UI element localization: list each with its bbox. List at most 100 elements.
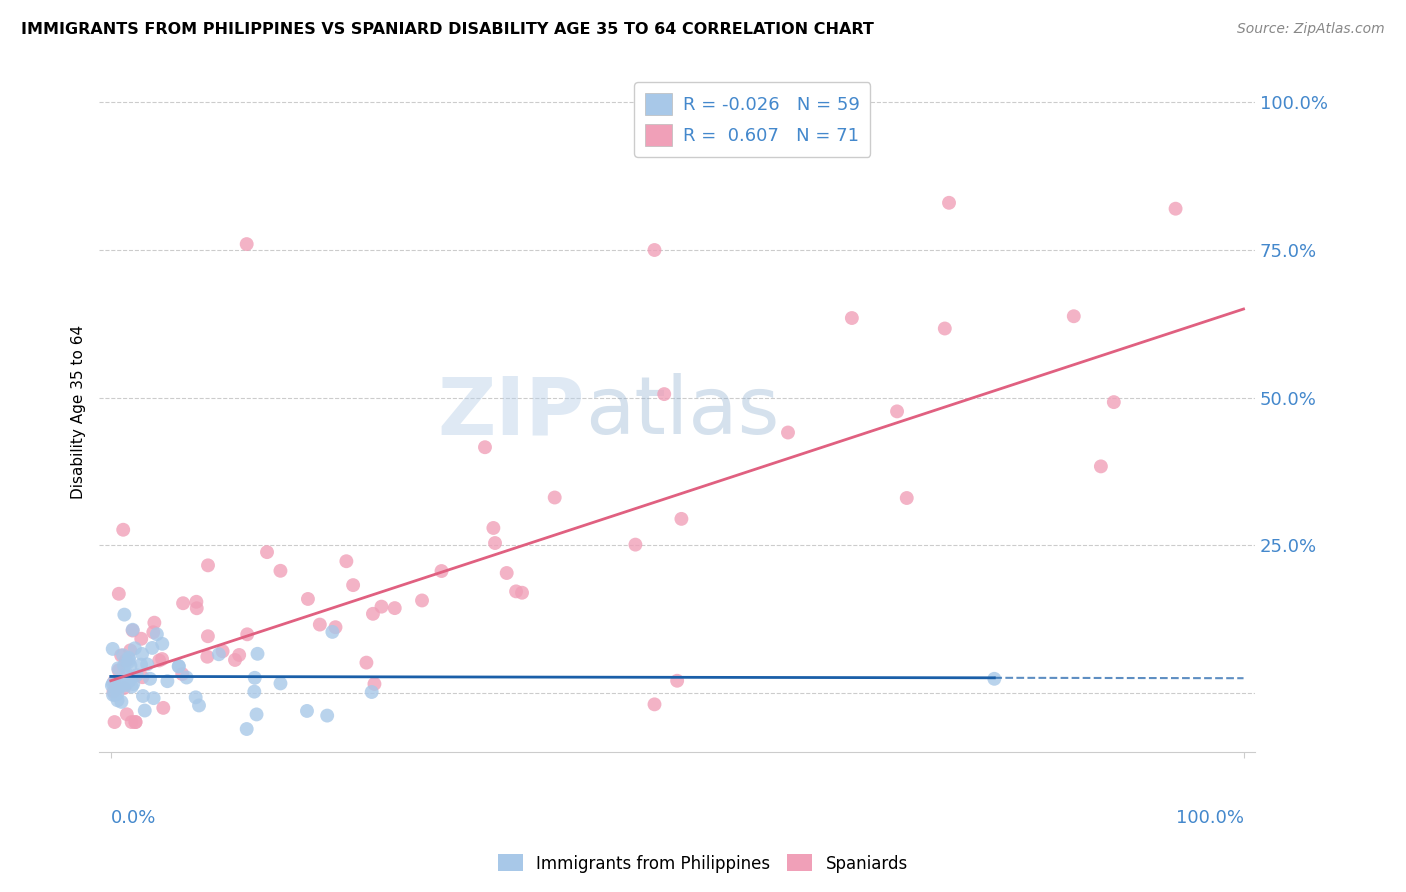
Legend: Immigrants from Philippines, Spaniards: Immigrants from Philippines, Spaniards bbox=[492, 847, 914, 880]
Point bbox=[101, 679, 124, 693]
Point bbox=[186, 595, 208, 609]
Point bbox=[118, 652, 141, 666]
Point bbox=[243, 684, 266, 698]
Point bbox=[211, 644, 233, 658]
Point bbox=[107, 693, 129, 707]
Point bbox=[121, 624, 143, 638]
Point bbox=[112, 658, 135, 673]
Point bbox=[321, 624, 343, 639]
Point bbox=[316, 708, 339, 723]
Point bbox=[110, 648, 132, 663]
Point bbox=[896, 491, 918, 505]
Point bbox=[141, 640, 163, 655]
Point bbox=[363, 677, 385, 691]
Point bbox=[148, 653, 170, 667]
Point bbox=[112, 679, 135, 693]
Point bbox=[101, 641, 124, 656]
Point bbox=[134, 704, 156, 718]
Point bbox=[370, 599, 392, 614]
Point bbox=[224, 653, 246, 667]
Text: 100.0%: 100.0% bbox=[1175, 809, 1243, 827]
Point bbox=[167, 659, 190, 673]
Point bbox=[122, 677, 145, 691]
Point bbox=[544, 491, 567, 505]
Point bbox=[484, 536, 506, 550]
Point bbox=[112, 523, 135, 537]
Point bbox=[117, 675, 139, 690]
Point bbox=[132, 689, 155, 703]
Point bbox=[125, 668, 148, 682]
Point bbox=[297, 591, 319, 606]
Point bbox=[107, 663, 129, 677]
Point bbox=[108, 587, 131, 601]
Point bbox=[121, 714, 143, 729]
Point bbox=[474, 440, 496, 454]
Point bbox=[103, 714, 125, 729]
Point bbox=[342, 578, 364, 592]
Point bbox=[172, 667, 194, 681]
Point bbox=[131, 647, 153, 661]
Point bbox=[510, 585, 533, 599]
Point bbox=[124, 714, 146, 729]
Point bbox=[886, 404, 908, 418]
Point bbox=[325, 620, 347, 634]
Point bbox=[384, 601, 406, 615]
Point bbox=[505, 584, 527, 599]
Point bbox=[152, 701, 174, 715]
Point bbox=[139, 672, 162, 686]
Point bbox=[129, 632, 152, 646]
Point bbox=[105, 687, 128, 701]
Point bbox=[671, 512, 693, 526]
Point bbox=[143, 615, 166, 630]
Point bbox=[482, 521, 505, 535]
Point bbox=[938, 195, 960, 210]
Point bbox=[360, 685, 382, 699]
Point bbox=[236, 627, 259, 641]
Point bbox=[104, 688, 127, 702]
Point bbox=[295, 704, 318, 718]
Point bbox=[176, 671, 198, 685]
Point bbox=[150, 637, 173, 651]
Point bbox=[142, 691, 165, 706]
Point bbox=[156, 674, 179, 689]
Text: IMMIGRANTS FROM PHILIPPINES VS SPANIARD DISABILITY AGE 35 TO 64 CORRELATION CHAR: IMMIGRANTS FROM PHILIPPINES VS SPANIARD … bbox=[21, 22, 875, 37]
Point bbox=[117, 650, 139, 665]
Point bbox=[129, 657, 152, 672]
Point bbox=[110, 695, 132, 709]
Legend: R = -0.026   N = 59, R =  0.607   N = 71: R = -0.026 N = 59, R = 0.607 N = 71 bbox=[634, 82, 870, 157]
Point bbox=[101, 688, 124, 702]
Text: Source: ZipAtlas.com: Source: ZipAtlas.com bbox=[1237, 22, 1385, 37]
Point bbox=[256, 545, 278, 559]
Point bbox=[361, 607, 384, 621]
Point bbox=[112, 681, 135, 695]
Point bbox=[124, 714, 146, 729]
Point bbox=[208, 647, 231, 661]
Point bbox=[652, 387, 675, 401]
Point bbox=[308, 617, 330, 632]
Point bbox=[108, 679, 131, 693]
Point bbox=[115, 667, 138, 681]
Point bbox=[1090, 459, 1112, 474]
Point bbox=[120, 671, 142, 685]
Point bbox=[112, 673, 135, 688]
Point bbox=[186, 601, 208, 615]
Point bbox=[1063, 310, 1085, 324]
Point bbox=[131, 670, 153, 684]
Point bbox=[124, 641, 146, 656]
Point bbox=[107, 661, 129, 675]
Point bbox=[108, 678, 131, 692]
Point bbox=[142, 625, 165, 640]
Point bbox=[430, 564, 453, 578]
Y-axis label: Disability Age 35 to 64: Disability Age 35 to 64 bbox=[72, 326, 86, 500]
Point bbox=[188, 698, 211, 713]
Point bbox=[120, 659, 142, 673]
Point bbox=[103, 684, 125, 698]
Point bbox=[934, 321, 956, 335]
Point bbox=[411, 593, 433, 607]
Point bbox=[235, 237, 257, 252]
Point bbox=[335, 554, 357, 568]
Point bbox=[195, 649, 218, 664]
Point bbox=[983, 672, 1005, 686]
Text: atlas: atlas bbox=[585, 373, 779, 451]
Point bbox=[269, 676, 291, 690]
